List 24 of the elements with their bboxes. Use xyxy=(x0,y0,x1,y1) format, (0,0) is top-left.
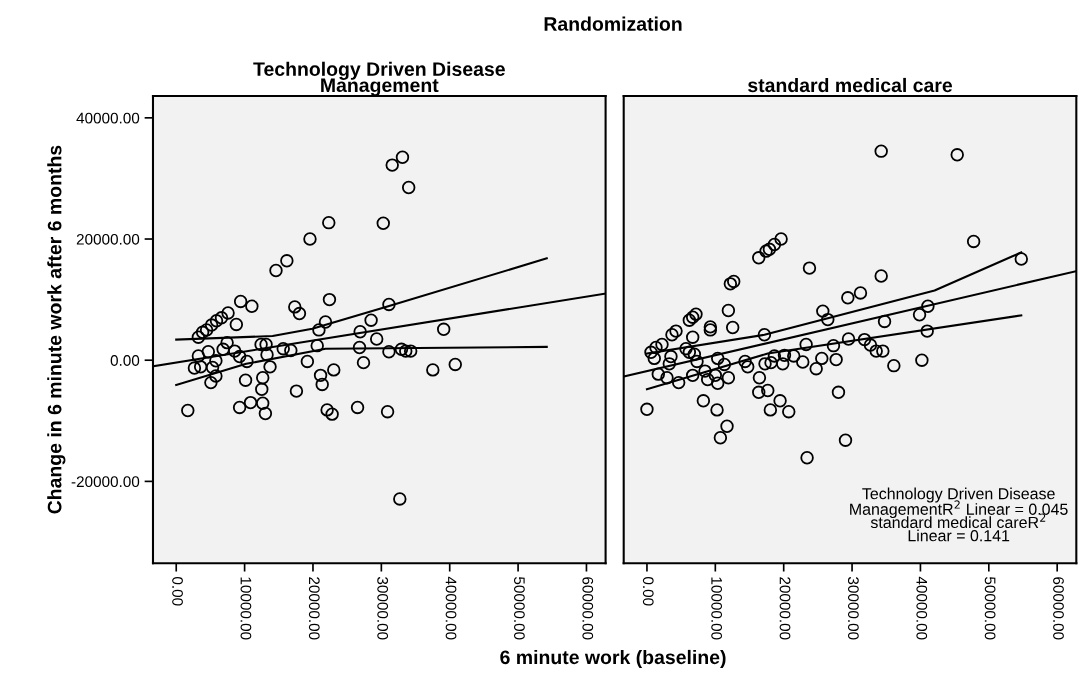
text: Technology Driven Disease ManagementR$^{2}$ Linear = 0.045 standard medical careR$^{2}$ Linear = 0.141 xyxy=(850,487,1068,542)
x-axis-title: 6 minute work (baseline) xyxy=(500,649,726,669)
x-tick-label: 20000.00 xyxy=(308,577,320,640)
x-tick-label: 60000.00 xyxy=(582,577,594,640)
x-tick-label: 0.00 xyxy=(172,576,183,606)
chart-title: standard medical care xyxy=(748,77,953,93)
y-tick-label: 40000.00 xyxy=(76,112,140,124)
chart-subtitle: Randomization xyxy=(544,16,682,31)
y-axis-title: Change in 6 minute work after 6 months xyxy=(47,145,66,514)
x-tick-label: 40000.00 xyxy=(916,576,928,640)
y-tick-label: -20000.00 xyxy=(71,476,140,488)
x-tick-label: 60000.00 xyxy=(1053,577,1064,640)
x-tick-label: 0.00 xyxy=(642,576,654,606)
x-tick-label: 40000.00 xyxy=(445,576,457,640)
y-tick-label: 0.00 xyxy=(110,355,140,366)
x-tick-label: 10000.00 xyxy=(240,577,252,640)
x-tick-label: 30000.00 xyxy=(377,576,389,640)
y-tick-label: 20000.00 xyxy=(76,233,140,245)
x-tick-label: 50000.00 xyxy=(513,576,525,640)
x-tick-label: 20000.00 xyxy=(779,577,791,640)
chart-title: Technology Driven Disease Management xyxy=(253,61,505,97)
x-tick-label: 10000.00 xyxy=(711,577,723,640)
x-tick-label: 30000.00 xyxy=(847,576,859,640)
x-tick-label: 50000.00 xyxy=(984,576,996,640)
